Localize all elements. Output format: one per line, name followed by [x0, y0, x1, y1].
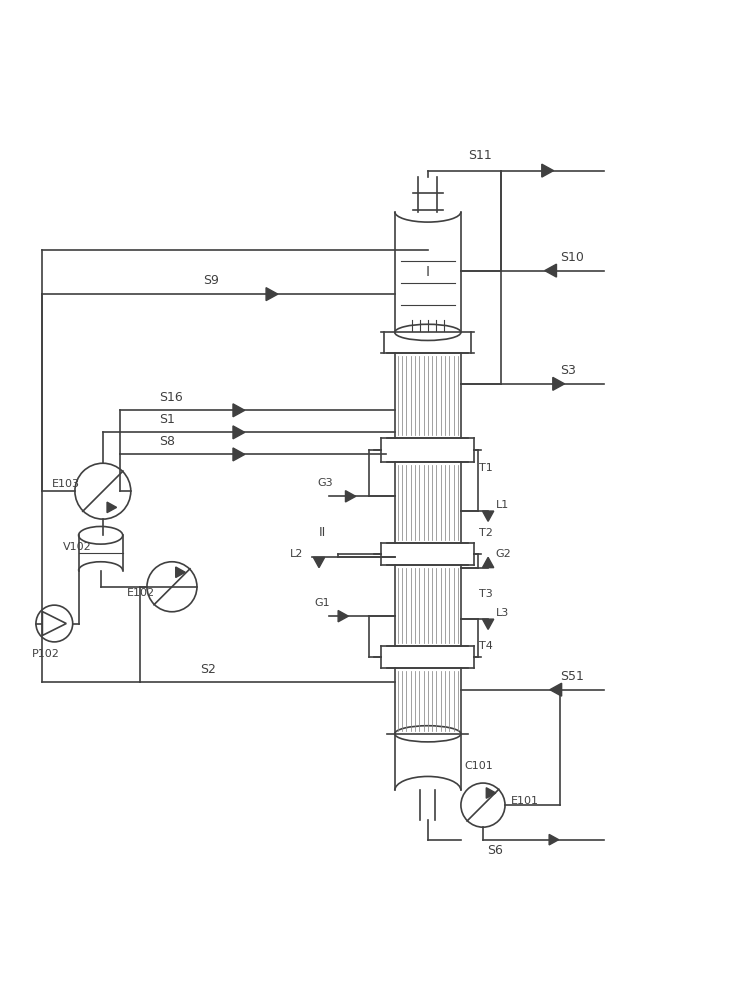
- Text: L3: L3: [495, 608, 508, 618]
- Polygon shape: [553, 377, 565, 390]
- Polygon shape: [542, 164, 554, 177]
- Text: S11: S11: [468, 149, 492, 162]
- Text: L2: L2: [289, 549, 303, 559]
- Text: E103: E103: [52, 479, 80, 489]
- Polygon shape: [266, 288, 277, 301]
- Text: I: I: [426, 265, 430, 279]
- Text: G2: G2: [495, 549, 511, 559]
- Text: S3: S3: [560, 364, 576, 377]
- Polygon shape: [545, 264, 556, 277]
- Polygon shape: [233, 404, 245, 417]
- Text: S6: S6: [486, 844, 503, 857]
- Text: T1: T1: [479, 463, 493, 473]
- Text: T4: T4: [479, 641, 493, 651]
- Text: V102: V102: [63, 542, 92, 552]
- Polygon shape: [345, 491, 356, 502]
- Polygon shape: [107, 502, 117, 513]
- Polygon shape: [233, 426, 245, 439]
- Polygon shape: [483, 557, 494, 568]
- Polygon shape: [233, 448, 245, 461]
- Polygon shape: [176, 567, 185, 578]
- Polygon shape: [486, 788, 496, 798]
- Text: T2: T2: [479, 528, 493, 538]
- Text: E101: E101: [511, 796, 539, 806]
- Text: T3: T3: [479, 589, 493, 599]
- Text: S9: S9: [204, 274, 219, 287]
- Polygon shape: [314, 557, 325, 568]
- Text: E102: E102: [126, 588, 154, 598]
- Text: S2: S2: [200, 663, 215, 676]
- Text: II: II: [319, 526, 326, 539]
- Polygon shape: [549, 834, 559, 845]
- Text: S8: S8: [159, 435, 176, 448]
- Text: S51: S51: [560, 670, 584, 683]
- Polygon shape: [550, 683, 562, 696]
- Polygon shape: [483, 511, 494, 521]
- Polygon shape: [338, 611, 348, 622]
- Text: S1: S1: [159, 413, 176, 426]
- Polygon shape: [483, 619, 494, 629]
- Text: G3: G3: [317, 478, 333, 488]
- Text: S10: S10: [560, 251, 584, 264]
- Text: C101: C101: [465, 761, 493, 771]
- Text: L1: L1: [495, 500, 508, 510]
- Text: G1: G1: [314, 598, 330, 608]
- Text: S16: S16: [159, 391, 183, 404]
- Text: P102: P102: [32, 649, 60, 659]
